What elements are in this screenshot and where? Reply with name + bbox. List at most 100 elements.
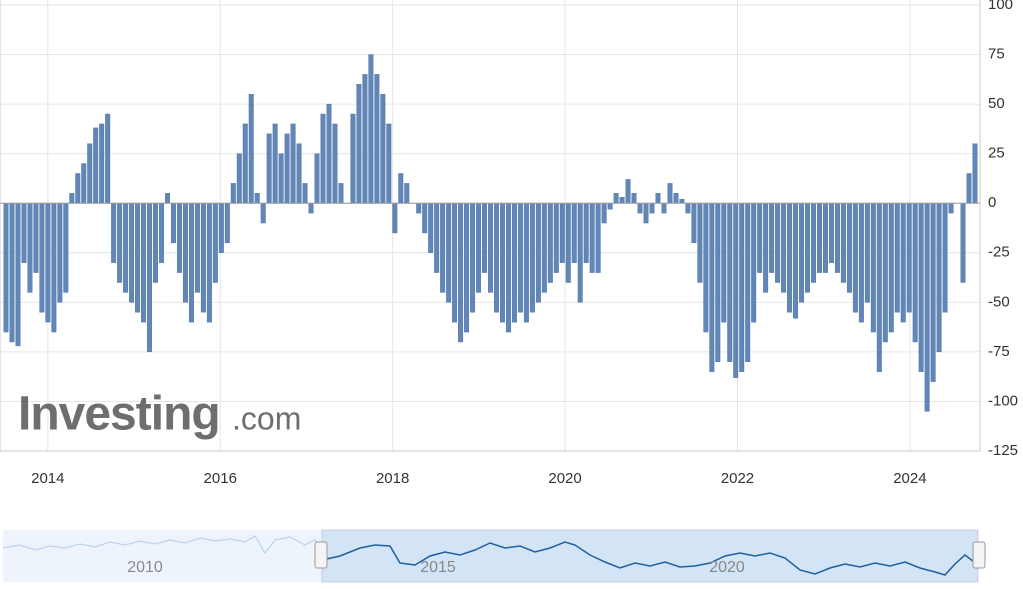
bar — [787, 203, 793, 313]
bar — [111, 203, 117, 263]
bar — [775, 203, 781, 283]
bar — [117, 203, 123, 283]
y-tick-label: -125 — [988, 442, 1018, 459]
y-tick-label: -50 — [988, 293, 1010, 310]
bar — [960, 203, 966, 283]
bar — [942, 203, 948, 313]
bar — [362, 74, 368, 204]
bar — [212, 203, 218, 283]
bar — [679, 199, 685, 204]
bar — [817, 203, 822, 273]
bar — [494, 203, 499, 313]
bar — [948, 203, 954, 214]
bar — [661, 203, 667, 214]
bar — [691, 203, 697, 244]
bar — [852, 203, 858, 313]
bar — [529, 203, 535, 313]
bar — [715, 203, 721, 363]
bar — [242, 123, 248, 204]
bar — [188, 203, 194, 323]
bar — [763, 203, 769, 293]
bar — [553, 203, 559, 273]
bar — [9, 203, 15, 343]
bar — [314, 153, 320, 204]
bar — [446, 203, 452, 303]
bar — [45, 203, 51, 323]
bar — [571, 203, 577, 263]
bar — [721, 203, 727, 323]
bar — [595, 203, 601, 273]
bar — [811, 203, 816, 283]
bar — [631, 193, 637, 204]
bar — [697, 203, 703, 283]
bar — [69, 193, 75, 204]
plot-area — [0, 0, 980, 452]
bar — [39, 203, 45, 313]
bar — [805, 203, 810, 293]
bar — [63, 203, 69, 293]
bar — [218, 203, 224, 253]
bar — [105, 113, 111, 204]
bar — [751, 203, 757, 323]
bar — [488, 203, 493, 293]
bar — [278, 153, 284, 204]
bar — [224, 203, 230, 244]
bar — [757, 203, 763, 273]
bar — [559, 203, 565, 263]
bar — [153, 203, 159, 283]
bar — [338, 183, 344, 204]
bar — [368, 54, 374, 204]
bar — [643, 203, 649, 224]
bar — [685, 203, 691, 214]
bar — [434, 203, 440, 273]
navigator-handle-left[interactable] — [314, 541, 328, 569]
bar — [51, 203, 57, 333]
bar — [147, 203, 153, 353]
bar — [476, 203, 482, 293]
bar — [517, 203, 523, 313]
y-tick-label: 50 — [988, 95, 1005, 112]
bar — [176, 203, 182, 273]
navigator-label: 2010 — [127, 559, 163, 576]
bar — [864, 203, 870, 303]
bar — [266, 133, 272, 204]
bar — [637, 203, 643, 214]
bar — [822, 203, 828, 273]
bar — [200, 203, 206, 313]
bar — [505, 203, 511, 333]
bar — [159, 203, 164, 263]
bar — [326, 103, 332, 204]
bar — [123, 203, 129, 293]
navigator-handle-right[interactable] — [972, 541, 986, 569]
bar — [781, 203, 787, 293]
bar — [296, 143, 302, 204]
bar — [380, 93, 386, 204]
bar — [135, 203, 141, 313]
y-tick-label: 100 — [988, 0, 1013, 13]
bar — [404, 183, 410, 204]
bar — [15, 203, 21, 347]
bar — [320, 113, 326, 204]
bar — [386, 123, 392, 204]
bar — [350, 113, 356, 204]
bar — [739, 203, 745, 372]
bar — [924, 203, 930, 412]
bar — [936, 203, 942, 353]
navigator-line — [321, 541, 979, 576]
bar — [332, 123, 338, 204]
logo-brand: Investing — [18, 388, 220, 441]
bar — [769, 203, 775, 273]
bar — [828, 203, 834, 263]
y-tick-label: -25 — [988, 244, 1010, 261]
bar — [541, 203, 547, 293]
bar — [733, 203, 739, 378]
bar — [745, 203, 751, 363]
bar — [3, 203, 9, 333]
bar — [93, 127, 99, 204]
bar — [440, 203, 446, 293]
bar — [888, 203, 894, 333]
navigator[interactable]: 2010 2015 2020 — [2, 529, 986, 583]
bar — [727, 203, 733, 363]
bar — [75, 173, 81, 204]
